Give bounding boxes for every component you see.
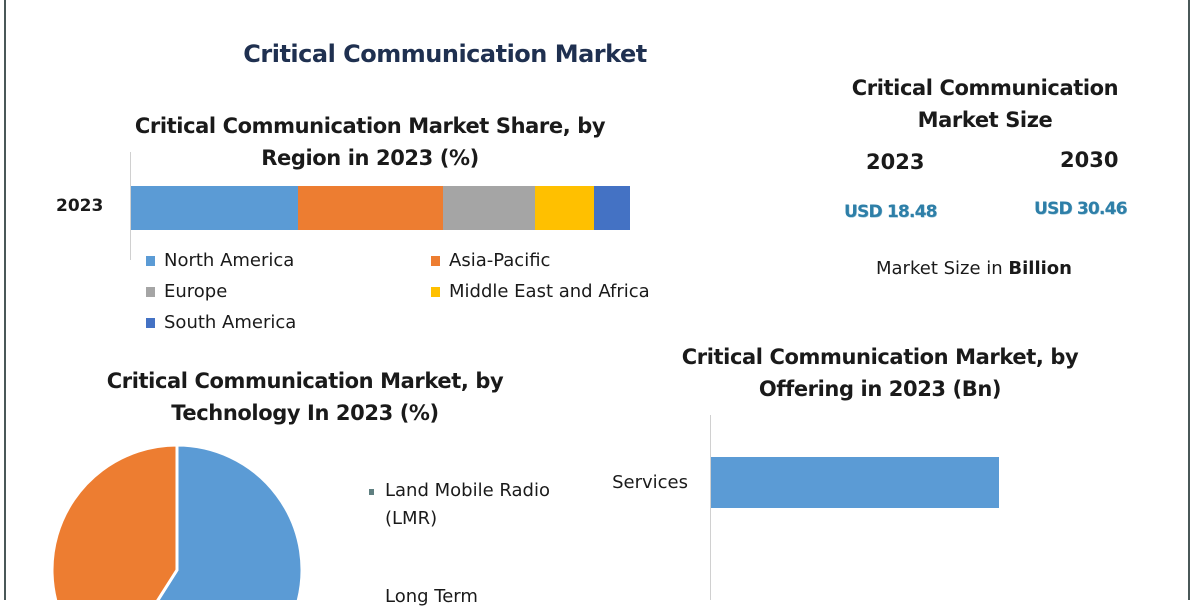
pie-legend-item-lte: Long Term [385, 583, 478, 611]
market-size-value-2023: USD 18.48 [844, 202, 937, 222]
technology-title-line1: Critical Communication Market, by [106, 369, 504, 393]
region-chart-axis [130, 152, 131, 260]
legend-item-europe: Europe [146, 281, 227, 302]
legend-swatch-icon [146, 317, 155, 328]
region-title-line2: Region in 2023 (%) [261, 146, 479, 170]
offering-bar-services [711, 457, 999, 508]
region-chart-title: Critical Communication Market Share, by … [110, 110, 630, 174]
legend-label-line2: (LMR) [385, 508, 438, 529]
legend-label: Middle East and Africa [449, 281, 650, 302]
region-segment-north-america [131, 186, 299, 230]
technology-title-line2: Technology In 2023 (%) [171, 401, 439, 425]
frame-border-left [4, 0, 6, 600]
pie-slice-0 [156, 443, 304, 600]
legend-label-line1: Land Mobile Radio [385, 480, 550, 501]
legend-swatch-lmr-icon [369, 489, 374, 495]
offering-chart-title: Critical Communication Market, by Offeri… [640, 341, 1120, 405]
legend-swatch-icon [431, 286, 440, 297]
offering-title-line2: Offering in 2023 (Bn) [758, 377, 1002, 401]
market-size-title-line1: Critical Communication [851, 76, 1119, 100]
market-size-title: Critical Communication Market Size [820, 72, 1150, 136]
legend-swatch-icon [146, 255, 155, 266]
legend-label-line1: Long Term [385, 586, 478, 607]
region-segment-europe [442, 186, 535, 230]
region-stacked-bar [131, 186, 630, 230]
market-size-year-2030: 2030 [1060, 148, 1119, 172]
region-segment-asia-pacific [298, 186, 443, 230]
legend-label: Asia-Pacific [449, 250, 551, 271]
offering-title-line1: Critical Communication Market, by [681, 345, 1079, 369]
pie-legend-item-lmr: Land Mobile Radio (LMR) [385, 477, 550, 533]
market-size-title-line2: Market Size [917, 108, 1053, 132]
region-segment-middle-east-and-africa [534, 186, 594, 230]
region-category-label: 2023 [56, 196, 104, 216]
technology-chart-title: Critical Communication Market, by Techno… [70, 365, 540, 429]
market-size-value-2030: USD 30.46 [1034, 199, 1127, 219]
legend-swatch-icon [431, 255, 440, 266]
frame-border-right [1188, 0, 1190, 600]
market-size-unit: Market Size in Billion [876, 258, 1072, 279]
market-size-year-2023: 2023 [866, 150, 925, 174]
legend-label: Europe [164, 281, 228, 302]
page-title: Critical Communication Market [243, 40, 647, 68]
technology-pie-chart [50, 443, 304, 600]
legend-label: South America [164, 312, 297, 333]
legend-item-asia-pacific: Asia-Pacific [431, 250, 550, 271]
region-segment-south-america [593, 186, 630, 230]
unit-prefix: Market Size in [876, 258, 1009, 279]
legend-swatch-icon [146, 286, 155, 297]
legend-label: North America [164, 250, 295, 271]
legend-item-middle-east-africa: Middle East and Africa [431, 281, 650, 302]
offering-chart-axis [710, 415, 711, 600]
legend-item-south-america: South America [146, 312, 296, 333]
unit-bold: Billion [1008, 258, 1072, 279]
offering-category-label: Services [612, 472, 688, 493]
region-title-line1: Critical Communication Market Share, by [134, 114, 606, 138]
pie-slice-1 [50, 443, 179, 600]
legend-item-north-america: North America [146, 250, 294, 271]
